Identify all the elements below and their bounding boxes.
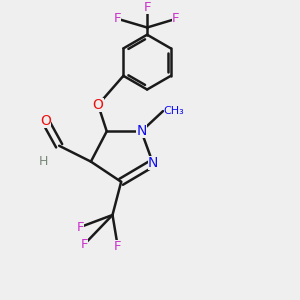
Text: H: H bbox=[39, 155, 48, 168]
Text: N: N bbox=[136, 124, 146, 138]
Text: F: F bbox=[172, 12, 180, 26]
Text: F: F bbox=[76, 220, 84, 234]
Text: F: F bbox=[143, 1, 151, 14]
Text: F: F bbox=[80, 238, 88, 251]
Text: F: F bbox=[114, 240, 122, 253]
Text: N: N bbox=[148, 156, 158, 170]
Text: O: O bbox=[40, 114, 51, 128]
Text: CH₃: CH₃ bbox=[164, 106, 184, 116]
Text: F: F bbox=[114, 12, 122, 26]
Text: O: O bbox=[93, 98, 104, 112]
